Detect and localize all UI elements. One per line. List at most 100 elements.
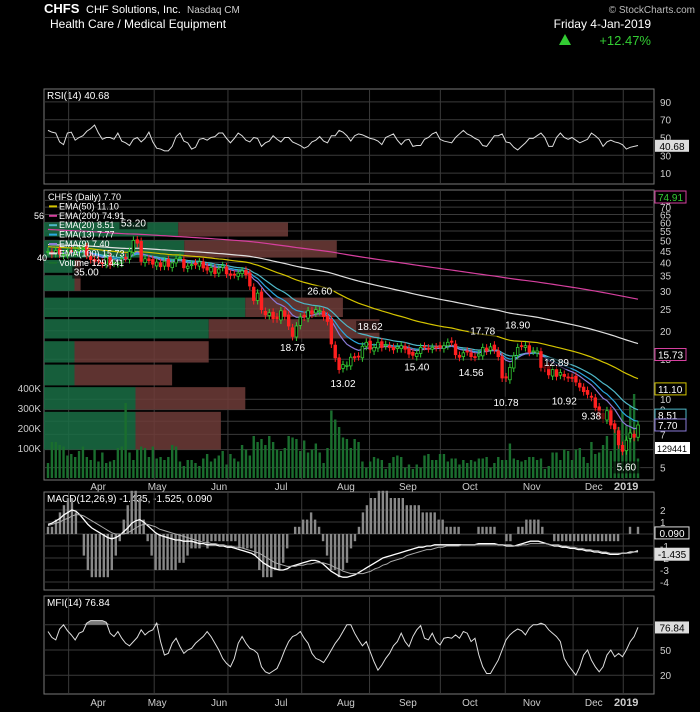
candle-body [609, 410, 613, 426]
candle-body [240, 270, 244, 275]
candle-body [306, 310, 310, 319]
volume-by-price-down-2 [74, 259, 81, 273]
candle-body [217, 268, 221, 274]
candle-body [457, 354, 462, 358]
price-annotation: 14.56 [459, 368, 484, 379]
macd-histogram-bar [445, 526, 448, 534]
candle-body [139, 241, 143, 262]
last-label: Last: [554, 60, 580, 74]
candle-body [158, 262, 163, 268]
candle-body [636, 424, 640, 438]
macd-histogram-bar [305, 519, 309, 534]
macd-histogram-bar [246, 534, 249, 549]
volume-by-price-up-9 [44, 411, 136, 450]
candle-body [147, 258, 151, 262]
rsi-tick-label: 10 [660, 169, 672, 180]
price-annotation: 35.00 [74, 268, 99, 279]
macd-histogram-bar [517, 526, 520, 534]
volume-bar [174, 446, 178, 478]
macd-histogram-bar [397, 498, 401, 534]
volume-bar [613, 424, 616, 478]
macd-histogram-bar [214, 534, 217, 542]
candle-body [387, 345, 392, 348]
candle-body [286, 314, 291, 327]
volume-bar [108, 461, 112, 478]
macd-histogram-bar [413, 505, 416, 534]
candle-body [213, 267, 217, 275]
macd-histogram-bar [226, 534, 229, 542]
company-name: CHF Solutions, Inc. [86, 4, 181, 16]
candle-body [461, 352, 466, 358]
volume-bar [221, 451, 224, 478]
volume-bar [50, 442, 54, 478]
macd-histogram-bar [393, 498, 397, 534]
candle-body [186, 265, 190, 269]
candle-body [500, 356, 504, 379]
macd-histogram-bar [46, 526, 50, 534]
macd-histogram-bar [453, 526, 456, 534]
annotation-bg [278, 342, 307, 355]
price-tag-box [654, 348, 687, 362]
price-tag: 15.73 [658, 351, 683, 362]
volume-bar [508, 443, 512, 478]
candle-body [469, 352, 473, 357]
macd-histogram-bar [529, 519, 532, 534]
macd-histogram-bar [274, 534, 277, 570]
bid-label: Bid: [159, 60, 180, 74]
candle-body [613, 423, 617, 430]
candle-body [135, 239, 139, 244]
options-label: Options: [326, 32, 371, 46]
annotation-bg [72, 266, 101, 279]
annotation-bg [550, 395, 579, 408]
macd-histogram-bar [505, 534, 508, 542]
macd-histogram-bar [485, 526, 488, 534]
candle-body [403, 345, 407, 350]
low-value: 6.38 [95, 60, 119, 74]
candle-body [345, 364, 349, 367]
volume-bar [244, 449, 248, 478]
volume-bar [450, 458, 453, 478]
candle-body [154, 261, 159, 267]
macd-histogram-bar [481, 526, 484, 534]
mfi-title: MFI(14) 76.84 [47, 598, 110, 609]
macd-histogram-bar [373, 498, 377, 534]
candle-body [481, 347, 485, 357]
volume-by-price-up-5 [44, 319, 209, 339]
annotation-bg [356, 320, 385, 333]
month-tick-label-bottom: 2019 [614, 697, 638, 709]
bid-size-label: Bid Size: [159, 74, 206, 88]
high-value: 8.50 [95, 46, 119, 60]
macd-signal-line [47, 514, 638, 575]
candle-body [104, 257, 108, 265]
month-tick-label: Oct [462, 482, 478, 493]
macd-histogram-bar [142, 519, 145, 534]
month-tick-label: Aug [337, 482, 355, 493]
candle-body [57, 248, 62, 255]
macd-histogram-bar [588, 534, 592, 542]
candle-body [628, 432, 632, 439]
volume-bar [376, 458, 380, 478]
candle-body [318, 310, 322, 313]
volume-bar [617, 427, 620, 478]
macd-histogram-bar [584, 534, 588, 542]
candle-body [473, 356, 477, 358]
candle-body [302, 314, 306, 318]
volume-bar [318, 452, 321, 478]
volume-bar [194, 463, 197, 478]
price-tag-box [654, 418, 687, 432]
candle-body [283, 310, 287, 317]
volume-bar [524, 460, 527, 478]
macd-tick-label: 1 [660, 518, 666, 529]
macd-histogram-bar [541, 526, 544, 534]
candle-body [65, 251, 70, 255]
volume-bar [178, 461, 182, 478]
candle-body [244, 269, 248, 276]
volume-bar [182, 466, 186, 478]
volume-bar [551, 452, 554, 478]
candle-body [46, 251, 50, 253]
macd-histogram-bar [533, 519, 536, 534]
macd-histogram-bar [409, 505, 412, 534]
volume-bar [73, 457, 77, 478]
rsi-value-box [655, 139, 689, 152]
macd-histogram-bar [553, 534, 556, 542]
